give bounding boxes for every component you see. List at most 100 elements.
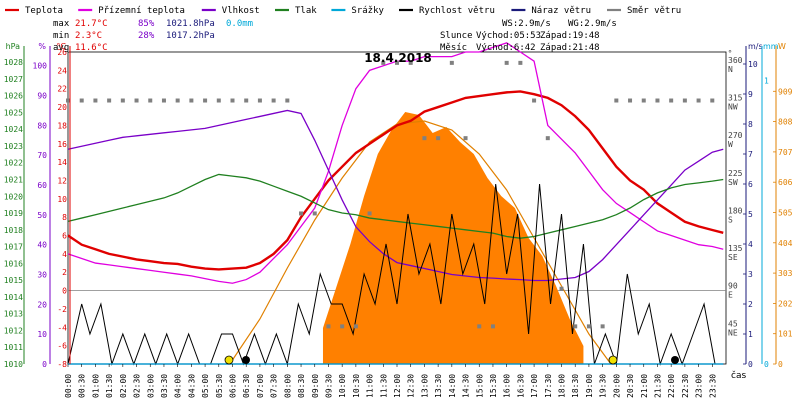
ms-tick-label: 1	[748, 330, 753, 339]
dir-axis-label: °	[728, 49, 732, 58]
temp-axis-label: °C	[56, 42, 66, 51]
w-tick-label: 505	[778, 209, 793, 218]
w-tick-label: 909	[778, 87, 793, 96]
ms-tick-label: 10	[748, 60, 758, 69]
x-tick-label: 03:00	[146, 374, 155, 398]
x-tick-label: 03:30	[160, 374, 169, 398]
w-tick-label: 404	[778, 239, 793, 248]
temp-tick-label: 0	[62, 287, 67, 296]
x-tick-label: 22:00	[667, 374, 676, 398]
wind-direction-point	[381, 60, 386, 65]
pct-tick-label: 50	[37, 211, 47, 220]
wind-direction-point	[696, 98, 701, 103]
x-tick-label: 09:30	[324, 374, 333, 398]
pct-tick-label: 20	[37, 300, 47, 309]
x-tick-label: 07:00	[256, 374, 265, 398]
dir-tick-name: SW	[728, 178, 738, 187]
x-tick-label: 18:30	[571, 374, 580, 398]
temp-tick-label: 6	[62, 232, 67, 241]
temp-tick-label: -6	[57, 342, 67, 351]
x-tick-label: 06:30	[242, 374, 251, 398]
wind-direction-point	[66, 98, 70, 103]
wind-direction-point	[586, 324, 591, 329]
hpa-tick-label: 1025	[4, 108, 23, 117]
x-tick-label: 17:30	[544, 374, 553, 398]
dir-tick-label: 135	[728, 244, 743, 253]
wind-direction-point	[353, 324, 358, 329]
temp-tick-label: 22	[57, 85, 67, 94]
x-tick-label: 21:00	[640, 374, 649, 398]
dir-tick-name: SE	[728, 253, 738, 262]
wind-direction-point	[600, 324, 605, 329]
legend-label: Náraz větru	[531, 6, 591, 16]
hpa-tick-label: 1015	[4, 276, 23, 285]
ms-tick-label: 0	[748, 360, 753, 369]
stats-avg-temp: 11.6°C	[75, 43, 108, 53]
series-teplota	[67, 90, 724, 271]
series-tlak	[67, 173, 724, 239]
dir-tick-name: S	[728, 215, 733, 224]
axes-layer: 00:00 00:30 01:00 01:30 02:00 02:30 03:00 03:30…	[4, 42, 793, 398]
hpa-tick-label: 1021	[4, 175, 23, 184]
moon-set: Západ:21:48	[540, 43, 600, 53]
stats-max-hum: 85%	[138, 19, 155, 29]
legend-label: Srážky	[351, 6, 384, 16]
x-tick-label: 12:00	[393, 374, 402, 398]
x-tick-label: 19:00	[585, 374, 594, 398]
x-tick-label: 01:30	[105, 374, 114, 398]
x-tick-label: 07:30	[270, 374, 279, 398]
legend-label: Směr větru	[627, 6, 681, 16]
stats-avg-label: avg	[53, 43, 69, 53]
wind-direction-point	[395, 60, 399, 65]
wind-direction-point	[669, 98, 674, 103]
hpa-tick-label: 1011	[4, 343, 23, 352]
wind-direction-point	[326, 324, 331, 329]
pct-tick-label: 0	[42, 360, 47, 369]
ms-tick-label: 9	[748, 90, 753, 99]
dir-tick-label: 270	[728, 131, 743, 140]
moon-rise: Východ:6:42	[476, 43, 536, 53]
mm-tick-label: 1	[764, 76, 769, 85]
series-vlhkost	[67, 109, 724, 282]
wind-direction-point	[504, 60, 509, 65]
hpa-tick-label: 1022	[4, 159, 23, 168]
stats-max-rain: 0.0mm	[226, 19, 253, 29]
x-tick-label: 18:00	[558, 374, 567, 398]
wind-direction-point	[107, 98, 112, 103]
ms-axis-label: m/s	[748, 42, 763, 51]
x-tick-label: 15:00	[475, 374, 484, 398]
temp-tick-label: -8	[57, 360, 67, 369]
x-tick-label: 13:30	[434, 374, 443, 398]
hpa-axis-label: hPa	[6, 42, 21, 51]
x-tick-label: 17:00	[530, 374, 539, 398]
mm-axis-label: mm	[763, 42, 779, 51]
w-tick-label: 101	[778, 330, 793, 339]
temp-tick-label: 16	[57, 140, 67, 149]
dir-tick-name: W	[728, 140, 733, 149]
wind-direction-point	[422, 136, 427, 141]
mm-tick-label: 0	[764, 360, 769, 369]
ws-value: WS:2.9m/s	[502, 19, 551, 29]
sun-set: Západ:19:48	[540, 31, 600, 41]
dir-tick-label: 45	[728, 319, 738, 328]
x-tick-label: 15:30	[489, 374, 498, 398]
dir-tick-label: 360	[728, 56, 743, 65]
w-tick-label: 0	[778, 360, 783, 369]
wind-direction-point	[449, 60, 454, 65]
pct-tick-label: 40	[37, 241, 47, 250]
wind-direction-point	[120, 98, 125, 103]
pct-tick-label: 30	[37, 271, 47, 280]
x-tick-label: 14:00	[448, 374, 457, 398]
legend-label: Vlhkost	[222, 6, 260, 16]
x-tick-label: 23:30	[708, 374, 717, 398]
wind-direction-point	[641, 98, 646, 103]
dir-tick-label: 180	[728, 206, 743, 215]
wind-direction-point	[628, 98, 633, 103]
x-tick-label: 23:00	[695, 374, 704, 398]
x-tick-label: 06:00	[229, 374, 238, 398]
sun-label: Slunce	[440, 31, 473, 41]
wind-direction-point	[436, 136, 441, 141]
temp-tick-label: 18	[57, 121, 67, 130]
wind-direction-point	[285, 98, 290, 103]
